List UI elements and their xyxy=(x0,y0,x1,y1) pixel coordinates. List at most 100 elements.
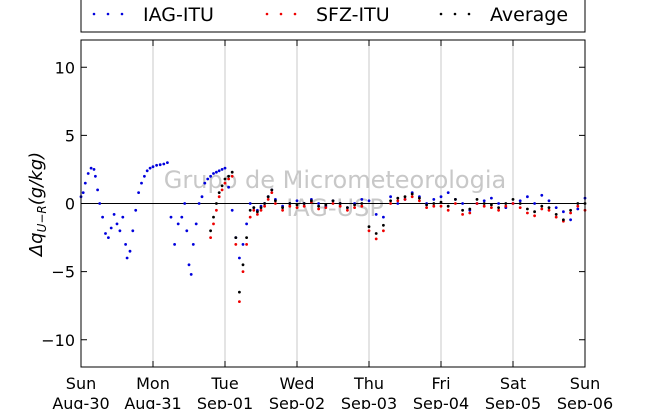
data-point xyxy=(338,204,342,208)
data-point xyxy=(446,208,450,212)
data-point xyxy=(128,249,132,253)
data-point xyxy=(533,210,536,214)
data-point xyxy=(227,177,231,181)
data-point xyxy=(425,206,428,210)
data-point xyxy=(482,204,486,208)
data-point xyxy=(143,174,146,178)
data-point xyxy=(212,172,215,175)
data-point xyxy=(191,243,195,246)
data-point xyxy=(410,192,414,196)
data-point xyxy=(281,208,284,212)
x-tick-label-date: Sep-04 xyxy=(413,394,469,409)
data-point xyxy=(180,215,184,219)
data-point xyxy=(183,202,187,205)
data-point xyxy=(454,202,457,205)
data-point xyxy=(504,202,508,205)
data-point xyxy=(245,243,249,246)
data-point xyxy=(425,203,428,207)
data-point xyxy=(209,174,213,178)
data-point xyxy=(94,174,97,178)
data-point xyxy=(263,202,266,205)
data-point xyxy=(220,168,224,171)
data-point xyxy=(418,199,421,203)
data-point xyxy=(223,166,227,170)
data-point xyxy=(220,188,224,192)
data-point xyxy=(382,215,385,219)
data-point xyxy=(206,177,210,181)
data-point xyxy=(554,206,558,210)
x-axis: SunAug-30MonAug-31TueSep-01WedSep-02ThuS… xyxy=(52,40,613,409)
data-point xyxy=(256,210,259,214)
data-point xyxy=(353,206,356,210)
data-point xyxy=(176,222,180,226)
data-point xyxy=(396,202,400,205)
data-point xyxy=(245,222,249,226)
data-point xyxy=(145,169,149,173)
data-point xyxy=(241,243,245,246)
data-point xyxy=(389,202,392,205)
data-point xyxy=(389,199,392,203)
data-point xyxy=(439,195,443,199)
legend-marker xyxy=(265,12,269,16)
legend-label: SFZ-ITU xyxy=(316,4,390,26)
data-point xyxy=(203,181,207,185)
data-point xyxy=(540,193,544,197)
x-tick-label-date: Sep-06 xyxy=(557,394,613,409)
data-point xyxy=(227,185,231,189)
data-point xyxy=(317,207,320,211)
data-point xyxy=(112,213,116,216)
data-point xyxy=(367,199,371,203)
data-point xyxy=(461,208,464,212)
data-point xyxy=(166,161,169,165)
data-point xyxy=(367,229,371,233)
data-point xyxy=(83,181,87,185)
data-point xyxy=(569,218,572,222)
data-point xyxy=(331,199,335,203)
data-point xyxy=(209,229,213,233)
legend: IAG-ITU SFZ-ITU Average xyxy=(80,0,586,33)
data-point xyxy=(490,206,493,210)
data-point xyxy=(331,202,335,205)
data-point xyxy=(511,198,515,201)
data-point xyxy=(562,218,565,222)
data-point xyxy=(223,181,227,185)
x-tick-label-date: Sep-05 xyxy=(485,394,541,409)
data-point xyxy=(220,184,224,188)
data-point xyxy=(92,168,96,171)
data-point xyxy=(187,263,191,267)
data-point xyxy=(281,206,284,210)
data-point xyxy=(121,215,125,219)
data-point xyxy=(252,206,256,210)
data-point xyxy=(518,199,522,203)
data-point xyxy=(259,208,263,212)
data-point xyxy=(382,229,385,233)
data-point xyxy=(81,191,85,195)
data-point xyxy=(234,236,238,240)
legend-label: Average xyxy=(490,4,568,26)
data-point xyxy=(475,198,479,201)
data-point xyxy=(446,204,450,208)
data-point xyxy=(353,203,356,207)
data-point xyxy=(101,215,104,219)
data-point xyxy=(446,191,450,195)
data-point xyxy=(256,213,259,216)
legend-marker xyxy=(279,12,283,16)
data-point xyxy=(248,215,252,219)
data-point xyxy=(403,195,407,199)
data-point xyxy=(266,195,270,199)
data-point xyxy=(215,202,218,205)
x-tick-label-day: Tue xyxy=(210,374,238,393)
data-point xyxy=(109,226,113,230)
data-point xyxy=(374,232,378,235)
data-point xyxy=(215,170,218,174)
data-point xyxy=(223,177,227,181)
x-tick-label-date: Sep-02 xyxy=(269,394,325,409)
data-points xyxy=(79,161,587,303)
data-point xyxy=(125,256,129,260)
data-point xyxy=(98,202,102,205)
data-point xyxy=(569,211,572,215)
data-point xyxy=(238,290,241,294)
data-point xyxy=(482,199,486,203)
legend-frame xyxy=(80,0,586,33)
legend-marker xyxy=(92,12,96,16)
